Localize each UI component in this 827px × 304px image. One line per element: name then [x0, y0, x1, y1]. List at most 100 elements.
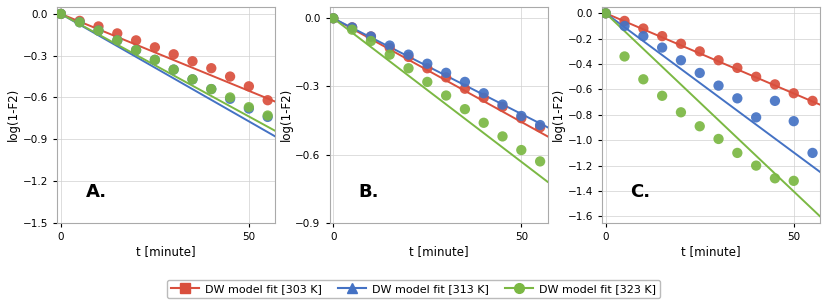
Point	[599, 11, 612, 16]
Point	[242, 84, 256, 89]
Point	[421, 61, 434, 66]
Point	[261, 115, 275, 119]
Point	[637, 26, 650, 31]
Point	[327, 16, 340, 21]
Point	[768, 176, 782, 181]
Point	[223, 96, 237, 101]
Point	[402, 52, 415, 57]
Point	[514, 148, 528, 153]
Point	[806, 98, 820, 103]
Point	[768, 98, 782, 103]
Point	[402, 54, 415, 59]
Point	[768, 82, 782, 87]
Point	[111, 38, 124, 43]
Point	[693, 124, 706, 129]
Point	[533, 125, 547, 130]
Text: B.: B.	[358, 183, 379, 201]
Point	[787, 178, 801, 183]
Point	[204, 66, 218, 71]
Point	[327, 16, 340, 21]
Point	[261, 98, 275, 103]
Point	[421, 79, 434, 84]
Point	[749, 115, 762, 120]
Point	[749, 163, 762, 168]
Point	[656, 34, 669, 39]
Point	[346, 25, 359, 30]
Point	[533, 159, 547, 164]
Point	[618, 19, 631, 23]
Point	[439, 75, 452, 80]
Point	[477, 120, 490, 125]
Point	[458, 107, 471, 112]
Point	[637, 77, 650, 82]
Point	[693, 71, 706, 75]
Point	[731, 96, 744, 101]
Point	[365, 34, 378, 39]
Point	[599, 11, 612, 16]
Point	[383, 45, 396, 50]
Point	[383, 43, 396, 48]
Point	[712, 58, 725, 63]
Point	[383, 52, 396, 57]
Point	[73, 19, 86, 23]
Point	[477, 95, 490, 100]
X-axis label: t [minute]: t [minute]	[409, 244, 468, 257]
Point	[806, 150, 820, 155]
Point	[365, 39, 378, 43]
Point	[656, 93, 669, 98]
Legend: DW model fit [303 K], DW model fit [313 K], DW model fit [323 K]: DW model fit [303 K], DW model fit [313 …	[167, 280, 660, 299]
Point	[92, 28, 105, 33]
Point	[618, 54, 631, 59]
Point	[402, 66, 415, 71]
Point	[242, 106, 256, 111]
Point	[204, 87, 218, 92]
Point	[148, 45, 161, 50]
Point	[223, 74, 237, 79]
Text: A.: A.	[85, 183, 107, 201]
Point	[130, 48, 143, 53]
Point	[148, 57, 161, 62]
Point	[458, 86, 471, 91]
Y-axis label: log(1-F2): log(1-F2)	[552, 88, 565, 141]
Point	[73, 20, 86, 25]
Point	[496, 105, 509, 109]
Point	[204, 87, 218, 92]
Point	[787, 119, 801, 124]
Point	[693, 49, 706, 54]
Point	[130, 38, 143, 43]
Point	[55, 12, 68, 16]
Point	[787, 91, 801, 96]
Point	[599, 11, 612, 16]
Point	[496, 102, 509, 107]
Text: C.: C.	[630, 183, 651, 201]
Point	[55, 12, 68, 16]
Point	[477, 91, 490, 96]
Point	[637, 34, 650, 39]
Point	[346, 25, 359, 30]
Point	[749, 74, 762, 79]
Point	[130, 48, 143, 53]
Point	[346, 27, 359, 32]
Point	[674, 58, 687, 63]
Point	[55, 12, 68, 16]
Point	[458, 79, 471, 84]
Y-axis label: log(1-F2): log(1-F2)	[280, 88, 293, 141]
Point	[496, 134, 509, 139]
Point	[92, 28, 105, 33]
Point	[167, 52, 180, 57]
Point	[731, 65, 744, 70]
Point	[186, 59, 199, 64]
Point	[421, 66, 434, 71]
Point	[731, 150, 744, 155]
Point	[111, 31, 124, 36]
Point	[186, 77, 199, 82]
Point	[618, 23, 631, 28]
Point	[365, 34, 378, 39]
Point	[514, 113, 528, 118]
Y-axis label: log(1-F2): log(1-F2)	[7, 88, 20, 141]
Point	[242, 105, 256, 110]
Point	[223, 95, 237, 100]
Point	[656, 45, 669, 50]
Point	[439, 93, 452, 98]
Point	[186, 77, 199, 82]
